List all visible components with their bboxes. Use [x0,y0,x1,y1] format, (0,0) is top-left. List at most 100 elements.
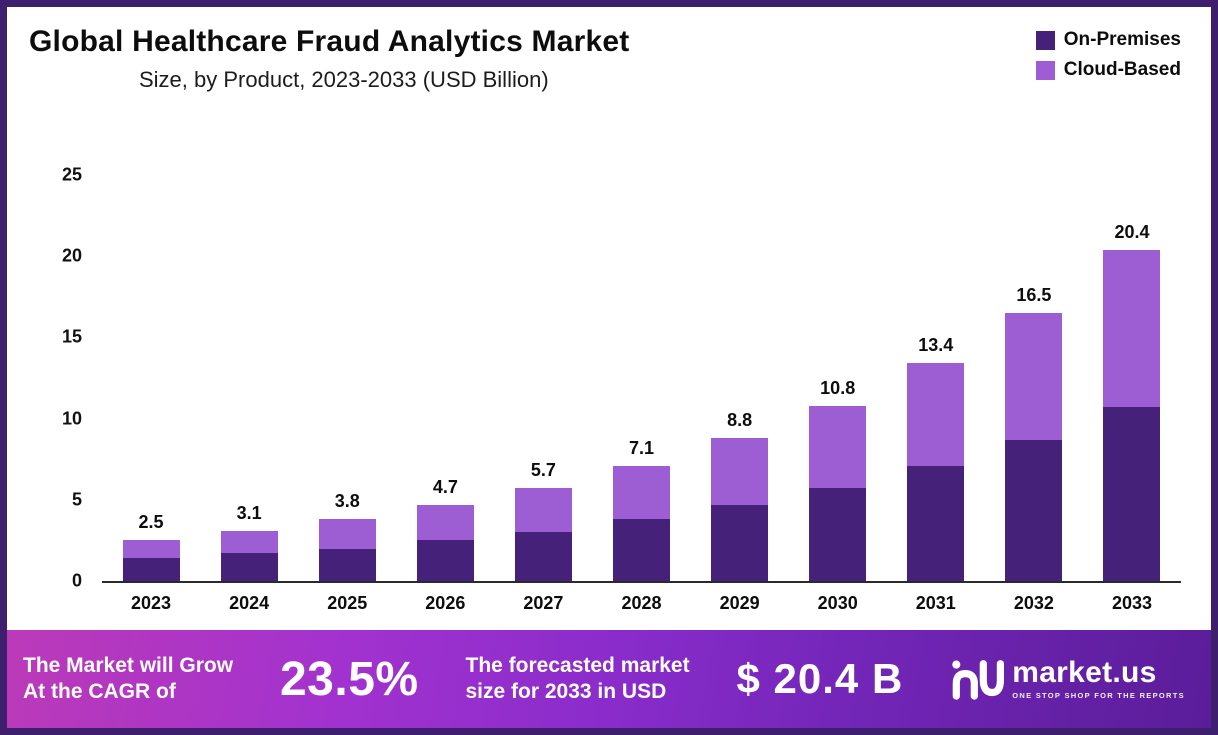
bar-segment-cloud-based [907,363,965,466]
x-axis-tick-label: 2029 [719,593,760,613]
bar-segment-on-premises [220,553,278,581]
plot-area: 2.5 3.1 3.8 4.7 5.7 7.1 8.8 10.8 13.4 16.5 20.4 0 5… [62,165,1181,591]
legend-item-cloud-based: Cloud-Based [1035,59,1181,81]
bar-total-label: 8.8 [727,410,753,431]
bar-total-label: 4.7 [432,476,458,497]
x-axis-tick-label: 2023 [131,593,172,613]
bar-total-label: 20.4 [1114,221,1150,242]
bar-column-2028: 7.1 [592,175,690,581]
cagr-caption-line1: The Market will Grow [23,653,234,677]
bar-column-2025: 3.8 [298,175,396,581]
bar-total-label: 16.5 [1016,285,1052,306]
bar-column-2032: 16.5 [985,175,1083,581]
bar-column-2031: 13.4 [887,175,985,581]
bar-segment-on-premises [711,504,769,581]
stacked-bar [1005,313,1063,581]
bar-column-2029: 8.8 [691,175,789,581]
chart-section: 2.5 3.1 3.8 4.7 5.7 7.1 8.8 10.8 13.4 16.5 20.4 0 5… [7,93,1211,630]
x-axis-tick-label: 2031 [915,593,956,613]
stacked-bar [514,488,572,581]
legend-label-cloud-based: Cloud-Based [1063,59,1181,80]
bar-segment-cloud-based [613,465,671,520]
marketus-logo-tagline: ONE STOP SHOP FOR THE REPORTS [1012,691,1185,701]
forecast-value: $ 20.4 B [736,655,904,702]
stacked-bar [220,530,278,581]
plot-wrap: 2.5 3.1 3.8 4.7 5.7 7.1 8.8 10.8 13.4 16.5 20.4 0 5… [62,165,1181,591]
bar-column-2024: 3.1 [200,175,298,581]
forecast-caption: The forecasted market size for 2033 in U… [466,653,690,706]
stacked-bar [809,405,867,581]
x-axis-tick-label: 2024 [229,593,270,613]
bar-total-label: 2.5 [138,512,164,533]
y-axis-tick-label: 10 [61,408,82,429]
y-axis-tick-label: 5 [71,489,82,510]
x-axis-tick-label: 2033 [1111,593,1152,613]
stacked-bar [711,438,769,581]
x-axis-tick-label: 2026 [425,593,466,613]
x-axis-tick-label: 2027 [523,593,564,613]
x-axis-labels: 2023 2024 2025 2026 2027 2028 2029 2030 2031 2032… [102,583,1181,630]
bar-segment-on-premises [1005,439,1063,581]
stacked-bar [122,540,180,581]
cagr-value: 23.5% [279,652,419,706]
bar-segment-on-premises [613,519,671,581]
marketus-logo-text-block: market.us ONE STOP SHOP FOR THE REPORTS [1012,658,1185,700]
x-axis-tick-label: 2025 [327,593,368,613]
bar-segment-on-premises [122,558,180,581]
marketus-logo-icon [952,660,1005,700]
bar-segment-cloud-based [711,438,769,505]
x-axis-tick-label: 2032 [1013,593,1054,613]
bar-total-label: 7.1 [629,437,655,458]
legend-item-on-premises: On-Premises [1035,29,1181,51]
bar-segment-cloud-based [514,488,572,533]
bar-column-2026: 4.7 [396,175,494,581]
legend-label-on-premises: On-Premises [1063,29,1181,50]
bar-total-label: 5.7 [530,460,556,481]
bar-segment-on-premises [514,532,572,581]
bar-total-label: 3.8 [334,491,360,512]
legend-swatch-on-premises-icon [1035,30,1055,50]
bar-segment-cloud-based [122,540,180,559]
cagr-caption: The Market will Grow At the CAGR of [23,653,233,706]
forecast-caption-line1: The forecasted market [465,653,690,677]
bar-total-label: 10.8 [820,377,856,398]
bar-segment-cloud-based [809,405,867,489]
bar-segment-on-premises [318,548,376,581]
x-axis-tick-label: 2028 [621,593,662,613]
stacked-bar [907,363,965,581]
chart-header: Global Healthcare Fraud Analytics Market… [7,7,1211,93]
bar-segment-cloud-based [1103,249,1161,408]
bar-segment-on-premises [1103,407,1161,581]
x-axis-tick-label: 2030 [817,593,858,613]
stacked-bar [416,504,474,581]
legend-swatch-cloud-based-icon [1035,60,1055,80]
legend: On-Premises Cloud-Based [1035,25,1181,93]
bar-column-2027: 5.7 [494,175,592,581]
y-axis-tick-label: 0 [71,570,82,591]
bar-total-label: 3.1 [236,502,262,523]
bar-segment-cloud-based [220,530,278,554]
bar-total-label: 13.4 [918,335,954,356]
marketus-logo: market.us ONE STOP SHOP FOR THE REPORTS [950,658,1185,700]
y-axis-tick-label: 20 [61,245,82,266]
cagr-caption-line2: At the CAGR of [23,680,176,703]
marketus-logo-name: market.us [1012,656,1157,690]
title-block: Global Healthcare Fraud Analytics Market… [29,25,629,93]
y-axis-tick-label: 15 [61,326,82,347]
bars-row: 2.5 3.1 3.8 4.7 5.7 7.1 8.8 10.8 13.4 16.5 20.4 [102,175,1181,581]
bar-segment-cloud-based [416,504,474,541]
bar-segment-cloud-based [1005,313,1063,440]
forecast-caption-line2: size for 2033 in USD [465,680,667,703]
bar-segment-on-premises [809,488,867,581]
stacked-bar [318,519,376,581]
chart-subtitle: Size, by Product, 2023-2033 (USD Billion… [139,67,549,92]
y-axis-tick-label: 25 [61,164,82,185]
bar-segment-cloud-based [318,519,376,549]
chart-title: Global Healthcare Fraud Analytics Market [29,25,630,58]
bar-column-2030: 10.8 [789,175,887,581]
bottom-banner: The Market will Grow At the CAGR of 23.5… [7,630,1211,728]
bar-segment-on-premises [907,465,965,581]
stacked-bar [1103,249,1161,581]
bar-column-2023: 2.5 [102,175,200,581]
